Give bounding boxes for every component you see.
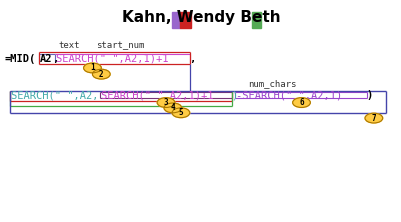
Circle shape xyxy=(92,69,110,79)
Text: SEARCH(" ",A2,1)+1: SEARCH(" ",A2,1)+1 xyxy=(101,90,213,100)
Text: A2: A2 xyxy=(39,54,52,64)
Circle shape xyxy=(157,98,174,107)
Text: ,: , xyxy=(188,54,195,64)
Text: text: text xyxy=(58,41,79,50)
Text: 7: 7 xyxy=(371,114,375,123)
Text: start_num: start_num xyxy=(96,41,144,50)
Circle shape xyxy=(164,103,181,113)
Circle shape xyxy=(364,113,382,123)
Text: -SEARCH(" ",A2,1): -SEARCH(" ",A2,1) xyxy=(236,90,342,100)
Bar xyxy=(180,12,191,28)
Bar xyxy=(172,12,180,28)
Circle shape xyxy=(172,108,189,118)
Text: 3: 3 xyxy=(163,98,168,107)
Text: ): ) xyxy=(366,90,372,100)
Text: SEARCH(" ",A2,1)+1: SEARCH(" ",A2,1)+1 xyxy=(56,54,168,64)
Text: ,: , xyxy=(52,54,59,64)
Text: 6: 6 xyxy=(298,98,303,107)
Text: SEARCH(" ",A2,: SEARCH(" ",A2, xyxy=(11,90,99,100)
Text: 1: 1 xyxy=(90,63,95,72)
Text: ): ) xyxy=(231,90,237,100)
Text: 2: 2 xyxy=(99,70,103,79)
Text: num_chars: num_chars xyxy=(248,79,296,88)
Circle shape xyxy=(83,63,101,73)
Text: 5: 5 xyxy=(178,108,183,117)
Text: =MID(: =MID( xyxy=(4,54,35,64)
Text: Kahn, Wendy Beth: Kahn, Wendy Beth xyxy=(122,10,279,25)
Circle shape xyxy=(292,98,310,107)
Bar xyxy=(252,12,261,28)
Text: 4: 4 xyxy=(170,103,175,112)
